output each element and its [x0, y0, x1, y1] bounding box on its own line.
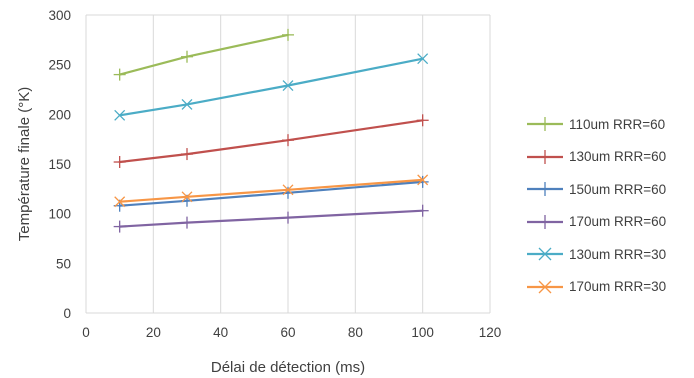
x-tick-label-6: 120 [479, 325, 502, 340]
data-point-5-2 [282, 184, 294, 196]
x-tick-label-5: 100 [411, 325, 434, 340]
series-line-5 [118, 178, 424, 203]
y-tick-label-2: 100 [48, 207, 71, 222]
data-point-5-3 [417, 174, 429, 186]
legend-label-3: 170um RRR=60 [569, 214, 667, 230]
y-tick-label-6: 300 [48, 8, 71, 23]
legend-swatch-3 [527, 214, 563, 229]
series-line-3 [118, 209, 424, 228]
data-point-1-3 [416, 114, 429, 127]
legend-marker-4 [538, 247, 552, 261]
series-3 [113, 204, 429, 233]
y-tick-label-4: 200 [48, 107, 71, 122]
legend-swatch-1 [527, 149, 563, 164]
x-tick-label-1: 20 [146, 325, 161, 340]
data-point-1-1 [181, 148, 193, 161]
x-tick-label-4: 80 [348, 325, 363, 340]
legend-label-0: 110um RRR=60 [569, 116, 666, 132]
y-axis-label: Température finale (°K) [16, 87, 33, 241]
series-line-4 [118, 57, 424, 117]
data-point-4-0 [114, 109, 126, 121]
data-point-0-0 [113, 68, 126, 81]
legend-marker-5 [538, 280, 552, 294]
legend: 110um RRR=60 130um RRR=60 150um RRR=60 170u… [525, 108, 690, 303]
legend-item-2: 150um RRR=60 [525, 173, 690, 206]
legend-label-2: 150um RRR=60 [569, 181, 667, 197]
data-point-1-2 [282, 134, 294, 147]
tick-labels: 0 20 40 60 80 100 120 0 50 100 150 200 250 300 [48, 8, 501, 340]
data-point-3-1 [181, 216, 193, 229]
y-tick-label-5: 250 [48, 58, 71, 73]
y-tick-label-1: 50 [56, 256, 71, 271]
data-point-0-1 [181, 50, 193, 63]
data-point-3-2 [282, 211, 294, 224]
legend-swatch-4 [527, 247, 563, 261]
legend-marker-1 [538, 149, 552, 164]
series-4 [114, 53, 429, 121]
x-tick-label-3: 60 [280, 325, 295, 340]
data-point-5-1 [181, 191, 193, 203]
legend-swatch-2 [527, 182, 563, 197]
data-point-2-3 [416, 175, 429, 188]
gridlines [85, 14, 491, 313]
x-tick-label-2: 40 [213, 325, 228, 340]
series-line-2 [118, 180, 424, 207]
series-0 [113, 28, 294, 81]
legend-label-1: 130um RRR=60 [569, 149, 667, 165]
data-point-4-1 [181, 98, 193, 110]
data-point-3-0 [113, 220, 126, 233]
data-point-3-3 [416, 204, 429, 217]
legend-item-3: 170um RRR=60 [525, 206, 690, 239]
x-axis-label: Délai de détection (ms) [211, 359, 365, 376]
legend-item-1: 130um RRR=60 [525, 141, 690, 174]
data-point-5-0 [114, 196, 126, 208]
data-series [113, 28, 429, 233]
data-point-0-2 [282, 28, 294, 41]
legend-marker-2 [538, 182, 552, 197]
legend-marker-3 [538, 214, 552, 229]
data-point-4-3 [417, 53, 429, 65]
series-line-0 [118, 33, 290, 76]
y-tick-label-3: 150 [48, 157, 71, 172]
legend-marker-0 [538, 117, 552, 132]
legend-label-5: 170um RRR=30 [569, 279, 667, 295]
series-2 [113, 175, 429, 212]
legend-swatch-5 [527, 280, 563, 294]
data-point-1-0 [113, 156, 126, 169]
series-5 [114, 174, 429, 208]
legend-item-5: 170um RRR=30 [525, 271, 690, 304]
y-tick-label-0: 0 [63, 306, 71, 321]
x-tick-label-0: 0 [82, 325, 90, 340]
axes [85, 15, 490, 314]
legend-item-4: 130um RRR=30 [525, 238, 690, 271]
data-point-4-2 [282, 80, 294, 91]
series-line-1 [118, 119, 424, 164]
series-1 [113, 114, 429, 169]
legend-label-4: 130um RRR=30 [569, 246, 667, 262]
legend-item-0: 110um RRR=60 [525, 108, 690, 141]
legend-swatch-0 [527, 117, 563, 132]
